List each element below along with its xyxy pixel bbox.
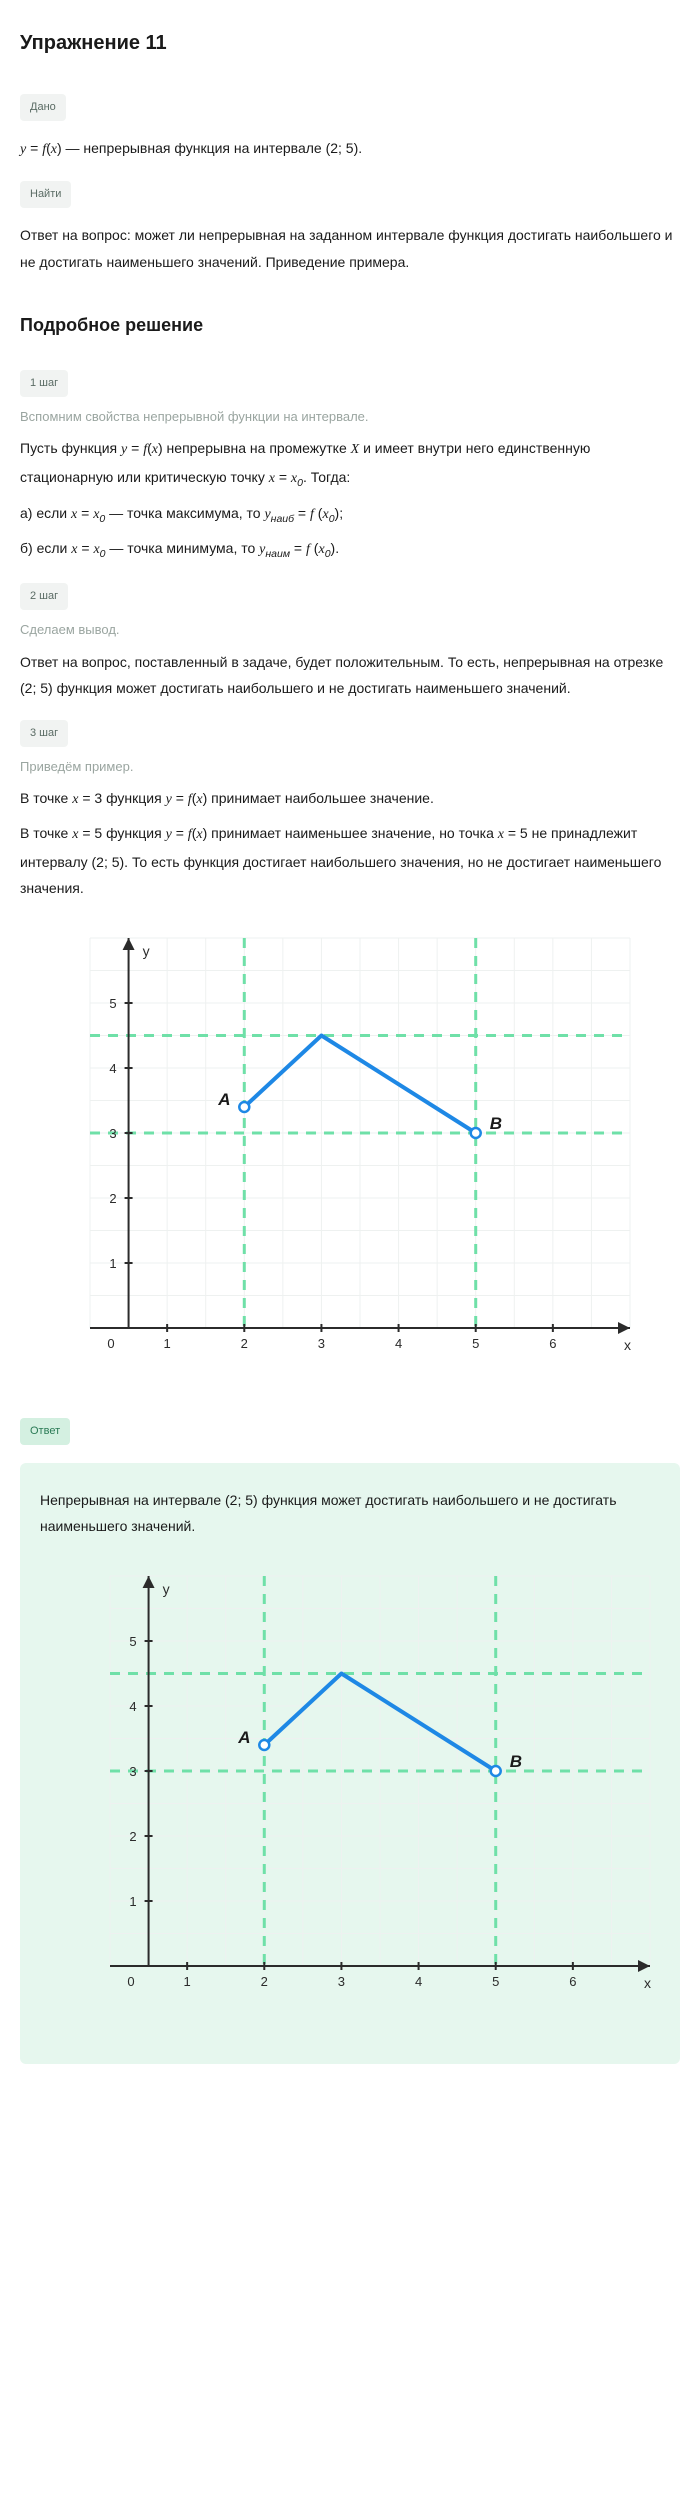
svg-text:1: 1 xyxy=(184,1974,191,1989)
step3-line1: В точке x = 3 функция y = f(x) принимает… xyxy=(20,785,680,814)
svg-text:4: 4 xyxy=(129,1699,136,1714)
svg-text:x: x xyxy=(624,1337,631,1353)
svg-text:6: 6 xyxy=(549,1336,556,1351)
svg-text:2: 2 xyxy=(241,1336,248,1351)
tag-step1: 1 шаг xyxy=(20,370,68,397)
svg-text:B: B xyxy=(510,1752,522,1771)
svg-text:B: B xyxy=(490,1114,502,1133)
given-text: y = f(x) — непрерывная функция на интерв… xyxy=(20,135,680,164)
solution-title: Подробное решение xyxy=(20,308,680,342)
svg-text:6: 6 xyxy=(569,1974,576,1989)
step1-a: а) если x = x0 — точка максимума, то yна… xyxy=(20,500,680,530)
svg-text:4: 4 xyxy=(109,1061,116,1076)
step2-text: Ответ на вопрос, поставленный в задаче, … xyxy=(20,649,680,702)
answer-text: Непрерывная на интервале (2; 5) функция … xyxy=(40,1487,660,1540)
svg-text:0: 0 xyxy=(107,1336,114,1351)
step1-b: б) если x = x0 — точка минимума, то yнаи… xyxy=(20,535,680,565)
svg-text:4: 4 xyxy=(415,1974,422,1989)
svg-text:y: y xyxy=(143,943,150,959)
step1-line1: Пусть функция y = f(x) непрерывна на про… xyxy=(20,435,680,493)
svg-text:2: 2 xyxy=(129,1829,136,1844)
find-text: Ответ на вопрос: может ли непрерывная на… xyxy=(20,222,680,275)
chart-main: 1 2 3 4 5 6 1 2 3 4 5 0 x y A B xyxy=(20,918,680,1378)
step1-hint: Вспомним свойства непрерывной функции на… xyxy=(20,405,680,430)
svg-text:A: A xyxy=(217,1090,230,1109)
tag-given: Дано xyxy=(20,94,66,121)
svg-text:5: 5 xyxy=(472,1336,479,1351)
svg-text:0: 0 xyxy=(127,1974,134,1989)
tag-find: Найти xyxy=(20,181,71,208)
tag-answer: Ответ xyxy=(20,1418,70,1445)
tag-step3: 3 шаг xyxy=(20,720,68,747)
svg-text:2: 2 xyxy=(109,1191,116,1206)
answer-box: Непрерывная на интервале (2; 5) функция … xyxy=(20,1463,680,2064)
step2-hint: Сделаем вывод. xyxy=(20,618,680,643)
svg-text:5: 5 xyxy=(129,1634,136,1649)
svg-text:3: 3 xyxy=(109,1126,116,1141)
svg-text:3: 3 xyxy=(318,1336,325,1351)
svg-text:1: 1 xyxy=(109,1256,116,1271)
svg-text:1: 1 xyxy=(164,1336,171,1351)
svg-text:4: 4 xyxy=(395,1336,402,1351)
svg-text:3: 3 xyxy=(129,1764,136,1779)
svg-text:y: y xyxy=(163,1581,170,1597)
svg-text:x: x xyxy=(644,1975,651,1991)
svg-text:5: 5 xyxy=(109,996,116,1011)
svg-text:1: 1 xyxy=(129,1894,136,1909)
tag-step2: 2 шаг xyxy=(20,583,68,610)
svg-text:3: 3 xyxy=(338,1974,345,1989)
chart-answer: 1 2 3 4 5 6 1 2 3 4 5 0 x y A B xyxy=(40,1556,660,2016)
page-title: Упражнение 11 xyxy=(20,24,680,62)
step3-line2: В точке x = 5 функция y = f(x) принимает… xyxy=(20,820,680,902)
svg-text:5: 5 xyxy=(492,1974,499,1989)
step3-hint: Приведём пример. xyxy=(20,755,680,780)
svg-text:2: 2 xyxy=(261,1974,268,1989)
svg-text:A: A xyxy=(237,1728,250,1747)
